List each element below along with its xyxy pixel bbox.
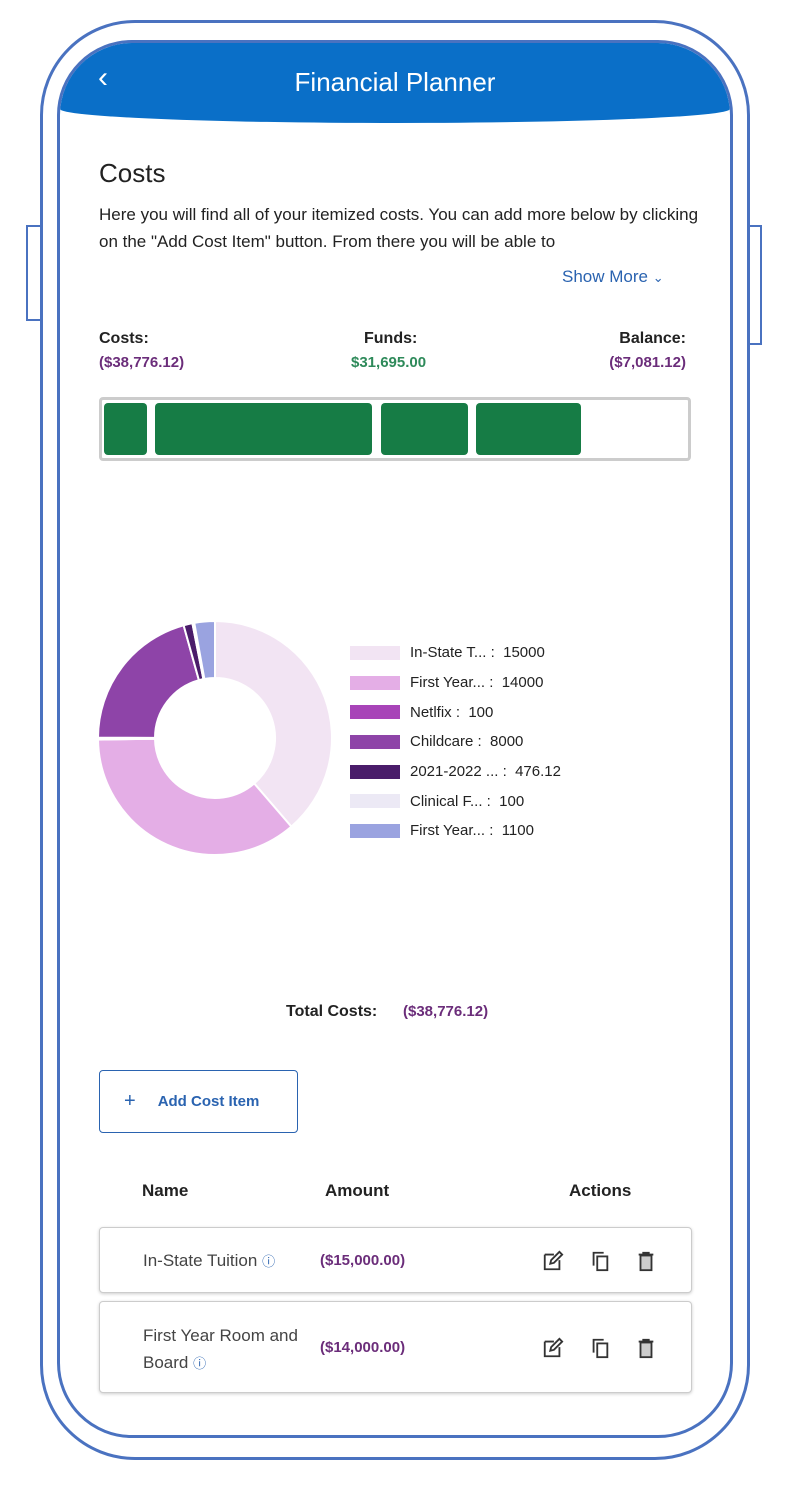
legend-swatch: [350, 675, 400, 690]
chevron-down-icon: ⌄: [652, 270, 664, 285]
donut-slice[interactable]: [96, 737, 293, 856]
funds-segment: [381, 403, 468, 455]
trash-icon[interactable]: [635, 1250, 657, 1272]
trash-icon[interactable]: [635, 1337, 657, 1359]
legend-swatch: [350, 794, 400, 809]
legend-label: Clinical F... : 100: [410, 792, 525, 810]
legend-item: Netlfix : 100: [350, 697, 561, 727]
funds-value: $31,695.00: [351, 354, 427, 371]
section-description: Here you will find all of your itemized …: [99, 205, 699, 251]
donut-slice[interactable]: [193, 619, 216, 681]
column-header-amount: Amount: [325, 1181, 390, 1200]
cost-amount: ($14,000.00): [320, 1339, 406, 1356]
plus-icon: +: [124, 1090, 136, 1112]
funds-segment: [476, 403, 581, 455]
copy-icon[interactable]: [589, 1250, 611, 1272]
funds-label: Funds:: [364, 330, 418, 347]
costs-label: Costs:: [99, 330, 149, 347]
chart-legend: In-State T... : 15000 First Year... : 140…: [350, 638, 561, 846]
legend-item: Clinical F... : 100: [350, 786, 561, 816]
screen: ‹ Financial Planner Costs Here you will …: [57, 40, 733, 1438]
column-header-name: Name: [142, 1181, 189, 1200]
chevron-left-icon[interactable]: ‹: [98, 61, 108, 94]
donut-slice[interactable]: [96, 624, 201, 739]
info-icon[interactable]: ⓘ: [262, 1254, 276, 1269]
funds-progress-bar: [99, 397, 691, 461]
phone-frame: [40, 20, 750, 1460]
table-row: First Year Room and Board ⓘ ($14,000.00): [99, 1301, 692, 1393]
table-row: In-State Tuition ⓘ ($15,000.00): [99, 1227, 692, 1293]
legend-label: First Year... : 1100: [410, 822, 534, 840]
donut-slice[interactable]: [214, 619, 333, 829]
legend-label: In-State T... : 15000: [410, 644, 545, 662]
legend-swatch: [350, 645, 400, 660]
cost-amount: ($15,000.00): [320, 1252, 406, 1269]
add-cost-item-button[interactable]: + Add Cost Item: [99, 1070, 298, 1133]
funds-segment: [104, 403, 147, 455]
costs-value: ($38,776.12): [99, 354, 185, 371]
legend-swatch: [350, 734, 400, 749]
legend-item: First Year... : 1100: [350, 816, 561, 846]
copy-icon[interactable]: [589, 1337, 611, 1359]
app-header: ‹ Financial Planner: [60, 43, 730, 123]
legend-label: Childcare : 8000: [410, 733, 524, 751]
column-header-actions: Actions: [569, 1181, 632, 1200]
legend-label: 2021-2022 ... : 476.12: [410, 763, 561, 781]
funds-segment: [155, 403, 372, 455]
cost-name: First Year Room and Board ⓘ: [143, 1326, 298, 1372]
total-costs-value: ($38,776.12): [403, 1003, 489, 1020]
cost-name: In-State Tuition ⓘ: [143, 1251, 276, 1270]
balance-label: Balance:: [619, 330, 686, 347]
side-button-right: [748, 225, 762, 345]
page-title: Financial Planner: [294, 67, 496, 97]
legend-label: First Year... : 14000: [410, 674, 544, 692]
legend-item: In-State T... : 15000: [350, 638, 561, 668]
section-title: Costs: [99, 158, 166, 188]
legend-item: 2021-2022 ... : 476.12: [350, 757, 561, 787]
total-costs-label: Total Costs:: [286, 1003, 378, 1020]
legend-swatch: [350, 705, 400, 720]
edit-icon[interactable]: [542, 1250, 564, 1272]
legend-item: Childcare : 8000: [350, 727, 561, 757]
legend-item: First Year... : 14000: [350, 668, 561, 698]
edit-icon[interactable]: [542, 1337, 564, 1359]
show-more-link[interactable]: Show More ⌄: [562, 267, 664, 287]
balance-value: ($7,081.12): [609, 354, 686, 371]
legend-swatch: [350, 764, 400, 779]
add-cost-item-label: Add Cost Item: [157, 1093, 260, 1110]
legend-label: Netlfix : 100: [410, 703, 494, 721]
info-icon[interactable]: ⓘ: [193, 1356, 207, 1371]
show-more-label: Show More: [562, 267, 648, 286]
side-button-left: [26, 225, 40, 321]
legend-swatch: [350, 823, 400, 838]
cost-donut-chart: [96, 619, 333, 856]
